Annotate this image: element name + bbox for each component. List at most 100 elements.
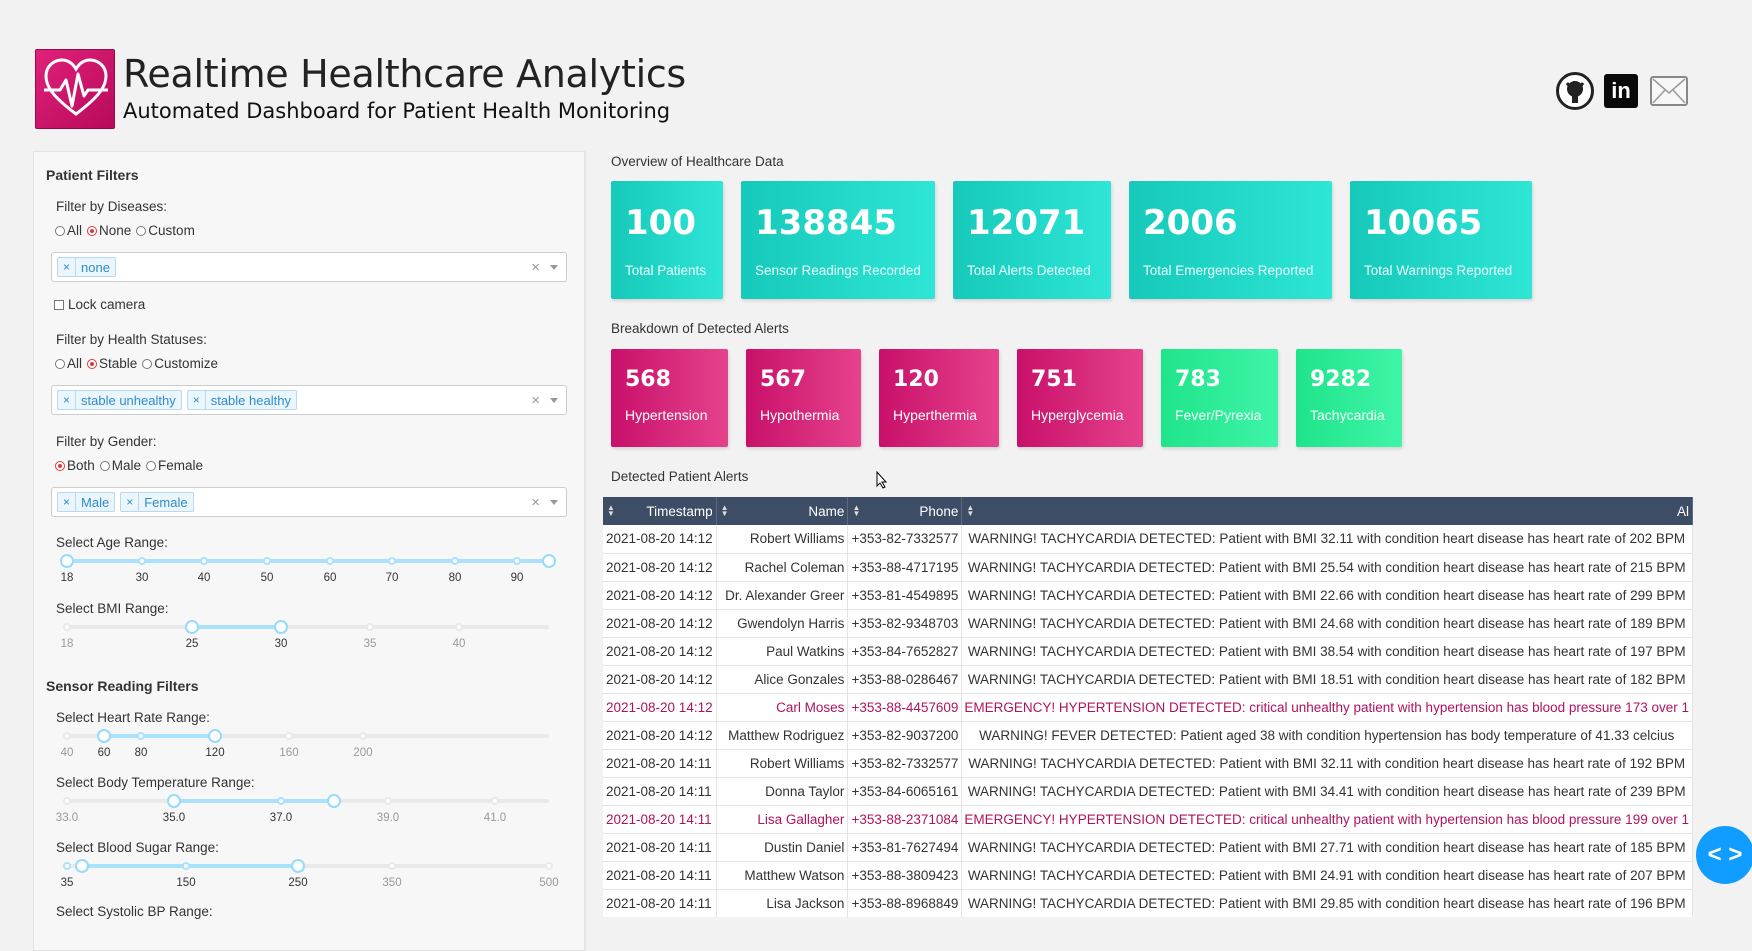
debug-toggle-button[interactable]: < > [1696, 826, 1752, 884]
cell-alert: WARNING! FEVER DETECTED: Patient aged 38… [961, 721, 1693, 750]
slider-handle-max[interactable] [542, 554, 556, 568]
gender-option-both[interactable]: Both [55, 458, 95, 473]
column-header-alert[interactable]: ▲ ▼ Al [961, 497, 1693, 525]
cell-name: Robert Williams [716, 749, 849, 778]
column-header-name[interactable]: ▲ ▼ Name [716, 497, 849, 525]
table-row[interactable]: 2021-08-20 14:11 Donna Taylor +353-84-6065… [603, 777, 1693, 806]
slider-handle-max[interactable] [208, 729, 222, 743]
radio-dot[interactable] [55, 460, 65, 471]
fever-card: 783 Fever/Pyrexia [1161, 349, 1278, 447]
github-link[interactable] [1556, 72, 1594, 110]
slider-handle-min[interactable] [60, 554, 74, 568]
health-option-all[interactable]: All [55, 356, 82, 371]
remove-tag-icon[interactable]: × [58, 493, 77, 511]
email-link[interactable] [1650, 76, 1688, 106]
column-header-timestamp[interactable]: ▲ ▼ Timestamp [603, 497, 717, 525]
card-label: Tachycardia [1310, 407, 1385, 423]
total-alerts-card: 12071 Total Alerts Detected [953, 181, 1111, 299]
radio-dot[interactable] [55, 225, 65, 236]
radio-dot[interactable] [146, 460, 157, 471]
table-row[interactable]: 2021-08-20 14:12 Dr. Alexander Greer +353-… [603, 581, 1693, 610]
sort-icon[interactable]: ▲ ▼ [852, 503, 861, 518]
table-row[interactable]: 2021-08-20 14:12 Rachel Coleman +353-88-47… [603, 553, 1693, 582]
disease-option-none[interactable]: None [87, 223, 131, 238]
table-row[interactable]: 2021-08-20 14:12 Matthew Rodriguez +353-82… [603, 721, 1693, 750]
slider-handle-min[interactable] [185, 620, 199, 634]
health-radio-group: All Stable Customize [55, 356, 223, 371]
radio-dot[interactable] [142, 358, 153, 369]
table-row[interactable]: 2021-08-20 14:11 Lisa Gallagher +353-88-23… [603, 805, 1693, 834]
radio-dot[interactable] [99, 460, 110, 471]
slider-handle-max[interactable] [291, 859, 305, 873]
blood-sugar-range-slider[interactable]: 35 150 250 350 500 [61, 857, 559, 889]
cell-alert: WARNING! TACHYCARDIA DETECTED: Patient w… [961, 833, 1693, 862]
radio-dot[interactable] [87, 225, 98, 236]
table-row[interactable]: 2021-08-20 14:12 Paul Watkins +353-84-7652… [603, 637, 1693, 666]
sort-icon[interactable]: ▲ ▼ [966, 503, 975, 518]
table-row[interactable]: 2021-08-20 14:12 Robert Williams +353-82-7… [603, 525, 1693, 554]
table-row[interactable]: 2021-08-20 14:11 Robert Williams +353-82-7… [603, 749, 1693, 778]
remove-tag-icon[interactable]: × [58, 391, 77, 409]
radio-dot[interactable] [55, 358, 65, 369]
health-option-customize[interactable]: Customize [142, 356, 218, 371]
gender-option-female[interactable]: Female [146, 458, 203, 473]
cell-timestamp: 2021-08-20 14:12 [603, 721, 717, 750]
checkbox-box[interactable] [54, 299, 64, 310]
radio-dot[interactable] [136, 225, 147, 236]
cell-phone: +353-88-4717195 [847, 553, 963, 582]
body-temp-range-slider[interactable]: 33.0 35.0 37.0 39.0 41.0 [56, 792, 549, 824]
cell-phone: +353-88-8968849 [847, 889, 963, 917]
column-header-phone[interactable]: ▲ ▼ Phone [847, 497, 963, 525]
chevron-down-icon[interactable] [550, 398, 558, 403]
slider-handle-min[interactable] [167, 794, 181, 808]
chevron-down-icon[interactable] [550, 265, 558, 270]
age-range-slider[interactable]: 18 30 40 50 60 70 80 90 [60, 552, 556, 584]
table-row[interactable]: 2021-08-20 14:11 Lisa Jackson +353-88-8968… [603, 889, 1693, 917]
remove-tag-icon[interactable]: × [121, 493, 140, 511]
alerts-table-container[interactable]: ▲ ▼ Timestamp ▲ ▼ Name ▲ ▼ Phone ▲ ▼ Al 2021-08-… [603, 497, 1693, 917]
sensor-filters-title: Sensor Reading Filters [46, 678, 199, 694]
gender-option-male[interactable]: Male [99, 458, 141, 473]
table-row[interactable]: 2021-08-20 14:12 Carl Moses +353-88-445760… [603, 693, 1693, 722]
breakdown-title: Breakdown of Detected Alerts [611, 321, 789, 336]
cell-name: Carl Moses [716, 693, 849, 722]
card-label: Total Warnings Reported [1364, 263, 1513, 278]
clear-icon[interactable]: × [531, 494, 540, 511]
cell-timestamp: 2021-08-20 14:12 [603, 581, 717, 610]
sort-icon[interactable]: ▲ ▼ [720, 503, 729, 518]
cell-name: Donna Taylor [716, 777, 849, 806]
slider-handle-min[interactable] [97, 729, 111, 743]
table-row[interactable]: 2021-08-20 14:11 Matthew Watson +353-88-38… [603, 861, 1693, 890]
sort-icon[interactable]: ▲ ▼ [607, 503, 615, 518]
chevron-down-icon[interactable] [550, 500, 558, 505]
slider-mark: 18 [60, 572, 74, 584]
gender-multiselect[interactable]: × Male × Female × [51, 487, 567, 517]
radio-dot[interactable] [87, 358, 98, 369]
disease-option-all[interactable]: All [55, 223, 82, 238]
diseases-multiselect[interactable]: × none × [51, 252, 567, 282]
slider-handle-max[interactable] [274, 620, 288, 634]
clear-icon[interactable]: × [531, 392, 540, 409]
slider-track [174, 799, 334, 803]
slider-handle-max[interactable] [327, 794, 341, 808]
remove-tag-icon[interactable]: × [58, 258, 77, 276]
table-row[interactable]: 2021-08-20 14:11 Dustin Daniel +353-81-762… [603, 833, 1693, 862]
slider-handle-min[interactable] [75, 859, 89, 873]
cell-timestamp: 2021-08-20 14:11 [603, 749, 717, 778]
clear-icon[interactable]: × [531, 259, 540, 276]
cell-timestamp: 2021-08-20 14:11 [603, 861, 717, 890]
bmi-range-slider[interactable]: 18 25 30 35 40 [61, 618, 549, 650]
table-row[interactable]: 2021-08-20 14:12 Gwendolyn Harris +353-82-… [603, 609, 1693, 638]
card-value: 100 [625, 203, 696, 243]
remove-tag-icon[interactable]: × [188, 391, 206, 409]
heart-rate-range-slider[interactable]: 40 60 80 120 160 200 [61, 727, 549, 759]
health-multiselect[interactable]: × stable unhealthy × stable healthy × [51, 385, 567, 415]
linkedin-link[interactable]: in [1604, 74, 1638, 108]
app-logo [35, 49, 115, 129]
card-value: 783 [1175, 367, 1221, 392]
disease-option-custom[interactable]: Custom [136, 223, 195, 238]
filter-sidebar: Patient Filters Filter by Diseases: All … [33, 151, 585, 951]
lock-camera-checkbox[interactable]: Lock camera [54, 297, 145, 312]
table-row[interactable]: 2021-08-20 14:12 Alice Gonzales +353-88-02… [603, 665, 1693, 694]
health-option-stable[interactable]: Stable [87, 356, 137, 371]
